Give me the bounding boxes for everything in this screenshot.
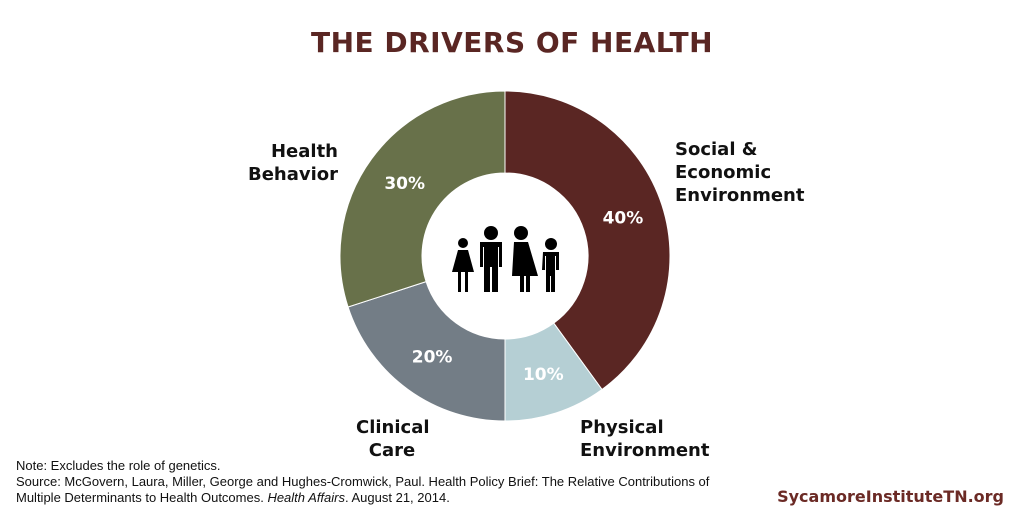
label-physical: Physical Environment	[580, 416, 709, 462]
family-icon	[452, 226, 559, 292]
source-line-1: Source: McGovern, Laura, Miller, George …	[16, 474, 710, 489]
label-line: Behavior	[248, 164, 339, 185]
slice-2	[347, 281, 506, 422]
label-clinical: Clinical Care	[356, 416, 430, 462]
journal-name: Health Affairs	[267, 490, 345, 505]
label-line: Social &	[675, 139, 758, 160]
label-line: Care	[368, 440, 416, 461]
label-social: Social & Economic Environment	[675, 138, 804, 207]
source-line-2: Multiple Determinants to Health Outcomes…	[16, 490, 450, 506]
source-date: . August 21, 2014.	[345, 490, 450, 505]
note-text: Note: Excludes the role of genetics.	[16, 458, 221, 473]
value-label-1: 10%	[523, 365, 564, 385]
value-label-3: 30%	[384, 174, 425, 194]
label-line: Health	[270, 141, 338, 162]
label-line: Clinical	[356, 417, 430, 438]
slice-3	[339, 90, 506, 308]
brand-logo-text: SycamoreInstituteTN.org	[777, 487, 1004, 506]
label-behavior: Health Behavior	[248, 140, 338, 186]
label-line: Economic	[675, 162, 772, 183]
slice-0	[504, 90, 671, 391]
label-line: Environment	[675, 185, 805, 206]
source-text: Multiple Determinants to Health Outcomes…	[16, 490, 268, 505]
value-label-0: 40%	[603, 209, 644, 229]
label-line: Physical	[580, 417, 664, 438]
chart-title: THE DRIVERS OF HEALTH	[310, 26, 714, 59]
value-label-2: 20%	[412, 347, 453, 367]
label-line: Environment	[580, 440, 710, 461]
